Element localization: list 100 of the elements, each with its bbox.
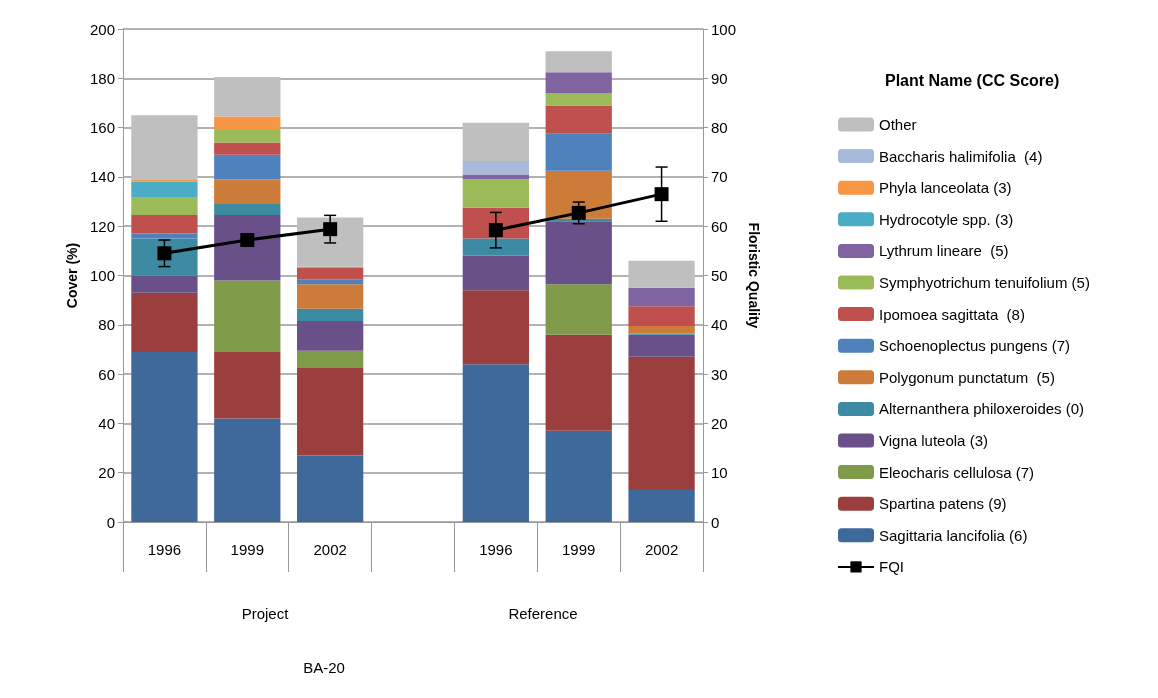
bar — [545, 51, 612, 73]
bar — [628, 287, 695, 307]
bar — [462, 290, 529, 365]
bar — [131, 181, 198, 198]
bar — [131, 292, 198, 352]
point — [240, 233, 255, 247]
y2-tick-label: 70 — [711, 168, 728, 186]
bar — [214, 351, 281, 419]
bar — [297, 217, 364, 267]
legend-label: Symphyotrichum tenuifolium (5) — [879, 274, 1090, 291]
bar — [462, 364, 529, 522]
bar — [214, 142, 281, 155]
y2-tick-label: 50 — [711, 267, 728, 284]
bar — [462, 179, 529, 208]
legend-label: Other — [879, 116, 917, 133]
legend-label: Hydrocotyle spp. (3) — [879, 210, 1014, 228]
bar — [462, 174, 529, 180]
bar — [545, 221, 612, 285]
legend-label: Vigna luteola (3) — [879, 432, 988, 449]
bar — [628, 260, 695, 288]
bar — [214, 154, 281, 180]
x-tick-label: 1999 — [230, 541, 264, 558]
bar — [214, 179, 281, 205]
bar — [545, 93, 612, 106]
point — [157, 246, 172, 261]
bar — [545, 334, 612, 431]
y2-tick-label: 80 — [711, 119, 728, 137]
y2-tick-label: 40 — [711, 316, 728, 334]
point — [571, 205, 586, 220]
y-tick-label: 80 — [98, 316, 115, 334]
x-tick-label: 2002 — [644, 541, 679, 558]
legend-label: Ipomoea sagittata (8) — [879, 305, 1025, 323]
bar — [214, 280, 281, 352]
y2-tick-label: 10 — [711, 464, 728, 482]
legend-label: Phyla lanceolata (3) — [879, 179, 1012, 197]
bar — [297, 308, 364, 322]
legend-title: Plant Name (CC Score) — [885, 71, 1060, 89]
bar — [628, 356, 695, 490]
bar — [297, 268, 364, 280]
x-tick-label: 2002 — [313, 541, 347, 558]
bar — [214, 204, 281, 216]
legend-label: Alternanthera philoxeroides (0) — [879, 400, 1085, 418]
bar — [462, 160, 529, 175]
text: Reference — [508, 605, 578, 622]
y2-tick-label: 60 — [711, 217, 728, 235]
bar — [462, 122, 529, 161]
x-tick-label: 1996 — [479, 541, 513, 558]
y-tick-label: 20 — [98, 464, 115, 482]
legend-label: FQI — [879, 558, 904, 576]
bar — [297, 321, 364, 351]
bar — [628, 489, 695, 522]
y-tick-label: 160 — [89, 119, 115, 137]
bar — [545, 284, 612, 335]
y2-tick-label: 20 — [711, 414, 728, 432]
bar — [214, 77, 281, 117]
x-tick-label: 1996 — [147, 541, 182, 558]
bar — [131, 275, 198, 293]
bar — [214, 418, 281, 522]
bar — [297, 284, 364, 309]
legend-label: Sagittaria lancifolia (6) — [879, 526, 1028, 544]
bar — [628, 306, 695, 327]
y-tick-label: 0 — [106, 513, 115, 531]
y-tick-label: 60 — [98, 365, 115, 383]
y2-tick-label: 100 — [711, 20, 737, 38]
bar — [628, 326, 695, 334]
bar — [297, 350, 364, 368]
bar — [297, 367, 364, 456]
y-tick-label: 100 — [89, 267, 115, 284]
bar — [297, 279, 364, 285]
bar — [131, 351, 198, 522]
bar — [131, 233, 198, 239]
y2-tick-label: 30 — [711, 365, 728, 383]
bar — [545, 430, 612, 522]
bar — [545, 72, 612, 94]
legend-label: Eleocharis cellulosa (7) — [879, 463, 1035, 481]
bar — [214, 215, 281, 281]
legend-label: Schoenoplectus pungens (7) — [879, 337, 1070, 355]
text: BA-20 — [303, 659, 345, 676]
bar — [545, 133, 612, 171]
y-tick-label: 200 — [89, 20, 115, 38]
bar — [628, 334, 695, 357]
y-axis-title: Cover (%) — [64, 242, 81, 309]
bar — [131, 215, 198, 234]
bar — [462, 255, 529, 291]
x-tick-label: 1999 — [562, 541, 596, 558]
bar — [545, 105, 612, 134]
text: Project — [241, 605, 290, 622]
y-tick-label: 120 — [89, 217, 115, 235]
y-tick-label: 40 — [98, 414, 115, 432]
bar — [214, 116, 281, 131]
y-tick-label: 140 — [89, 168, 115, 186]
legend-label: Polygonum punctatum (5) — [879, 368, 1055, 386]
y2-axis-title: Floristic Quality — [745, 222, 762, 329]
y2-tick-label: 0 — [711, 513, 720, 531]
bar — [131, 179, 198, 182]
bar — [214, 130, 281, 143]
legend-label: Baccharis halimifolia (4) — [879, 147, 1043, 165]
y2-tick-label: 90 — [711, 69, 728, 87]
bar — [297, 455, 364, 522]
legend-label: Lythrum lineare (5) — [879, 242, 1009, 260]
